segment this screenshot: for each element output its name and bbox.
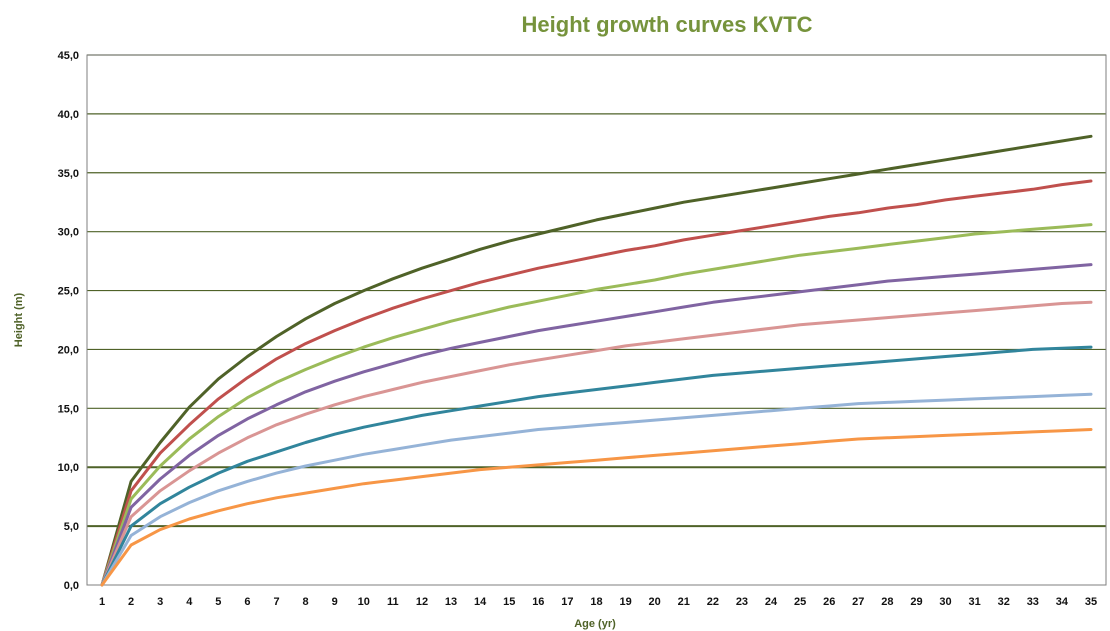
series-line-8 — [100, 428, 1093, 587]
x-tick-label: 27 — [852, 596, 864, 608]
x-tick-label: 31 — [969, 596, 981, 608]
x-tick-label: 2 — [128, 596, 134, 608]
x-tick-label: 23 — [736, 596, 748, 608]
y-tick-label: 5,0 — [64, 521, 79, 533]
plot-frame — [86, 54, 1107, 586]
series-line-5 — [100, 300, 1093, 587]
y-tick-label: 15,0 — [58, 403, 79, 415]
x-tick-label: 14 — [474, 596, 487, 608]
series-line-1 — [100, 134, 1093, 587]
series-line-2 — [100, 179, 1093, 587]
y-axis-ticks: 0,0 5,0 10,0 15,0 20,0 25,0 30,0 35,0 40,0 45,0 — [58, 50, 79, 592]
x-tick-label: 5 — [215, 596, 221, 608]
x-tick-label: 32 — [998, 596, 1010, 608]
x-tick-label: 35 — [1085, 596, 1097, 608]
x-tick-label: 21 — [678, 596, 690, 608]
series-line-4 — [100, 263, 1093, 587]
series-line-7 — [100, 392, 1093, 587]
series-line-3 — [100, 223, 1093, 587]
y-tick-label: 20,0 — [58, 344, 79, 356]
x-tick-label: 18 — [590, 596, 602, 608]
x-axis-ticks: 1 2 3 4 5 6 7 8 9 10 11 12 13 14 15 16 17 18 19 20 21 22 23 24 2… — [99, 596, 1097, 608]
x-tick-label: 20 — [649, 596, 661, 608]
y-tick-label: 25,0 — [58, 286, 79, 298]
y-tick-label: 30,0 — [58, 227, 79, 239]
x-tick-label: 3 — [157, 596, 163, 608]
x-tick-label: 6 — [244, 596, 250, 608]
chart-title: Height growth curves KVTC — [522, 12, 813, 37]
x-tick-label: 16 — [532, 596, 544, 608]
x-tick-label: 24 — [765, 596, 778, 608]
x-tick-label: 22 — [707, 596, 719, 608]
series-lines — [100, 134, 1093, 587]
x-tick-label: 13 — [445, 596, 457, 608]
x-tick-label: 30 — [939, 596, 951, 608]
x-tick-label: 4 — [186, 596, 193, 608]
x-tick-label: 12 — [416, 596, 428, 608]
x-tick-label: 34 — [1056, 596, 1069, 608]
y-tick-label: 45,0 — [58, 50, 79, 62]
x-tick-label: 1 — [99, 596, 105, 608]
x-axis-title: Age (yr) — [574, 618, 616, 630]
x-tick-label: 33 — [1027, 596, 1039, 608]
y-tick-label: 10,0 — [58, 462, 79, 474]
x-tick-label: 19 — [619, 596, 631, 608]
x-tick-label: 26 — [823, 596, 835, 608]
x-tick-label: 8 — [303, 596, 309, 608]
x-tick-label: 25 — [794, 596, 806, 608]
series-line-6 — [100, 345, 1093, 587]
y-tick-label: 35,0 — [58, 168, 79, 180]
x-tick-label: 15 — [503, 596, 515, 608]
y-tick-label: 0,0 — [64, 580, 79, 592]
x-tick-label: 7 — [273, 596, 279, 608]
x-tick-label: 17 — [561, 596, 573, 608]
y-tick-label: 40,0 — [58, 109, 79, 121]
x-tick-label: 10 — [358, 596, 370, 608]
x-tick-label: 28 — [881, 596, 893, 608]
x-tick-label: 9 — [332, 596, 338, 608]
x-tick-label: 11 — [387, 596, 399, 608]
x-tick-label: 29 — [910, 596, 922, 608]
y-axis-title: Height (m) — [13, 292, 25, 347]
